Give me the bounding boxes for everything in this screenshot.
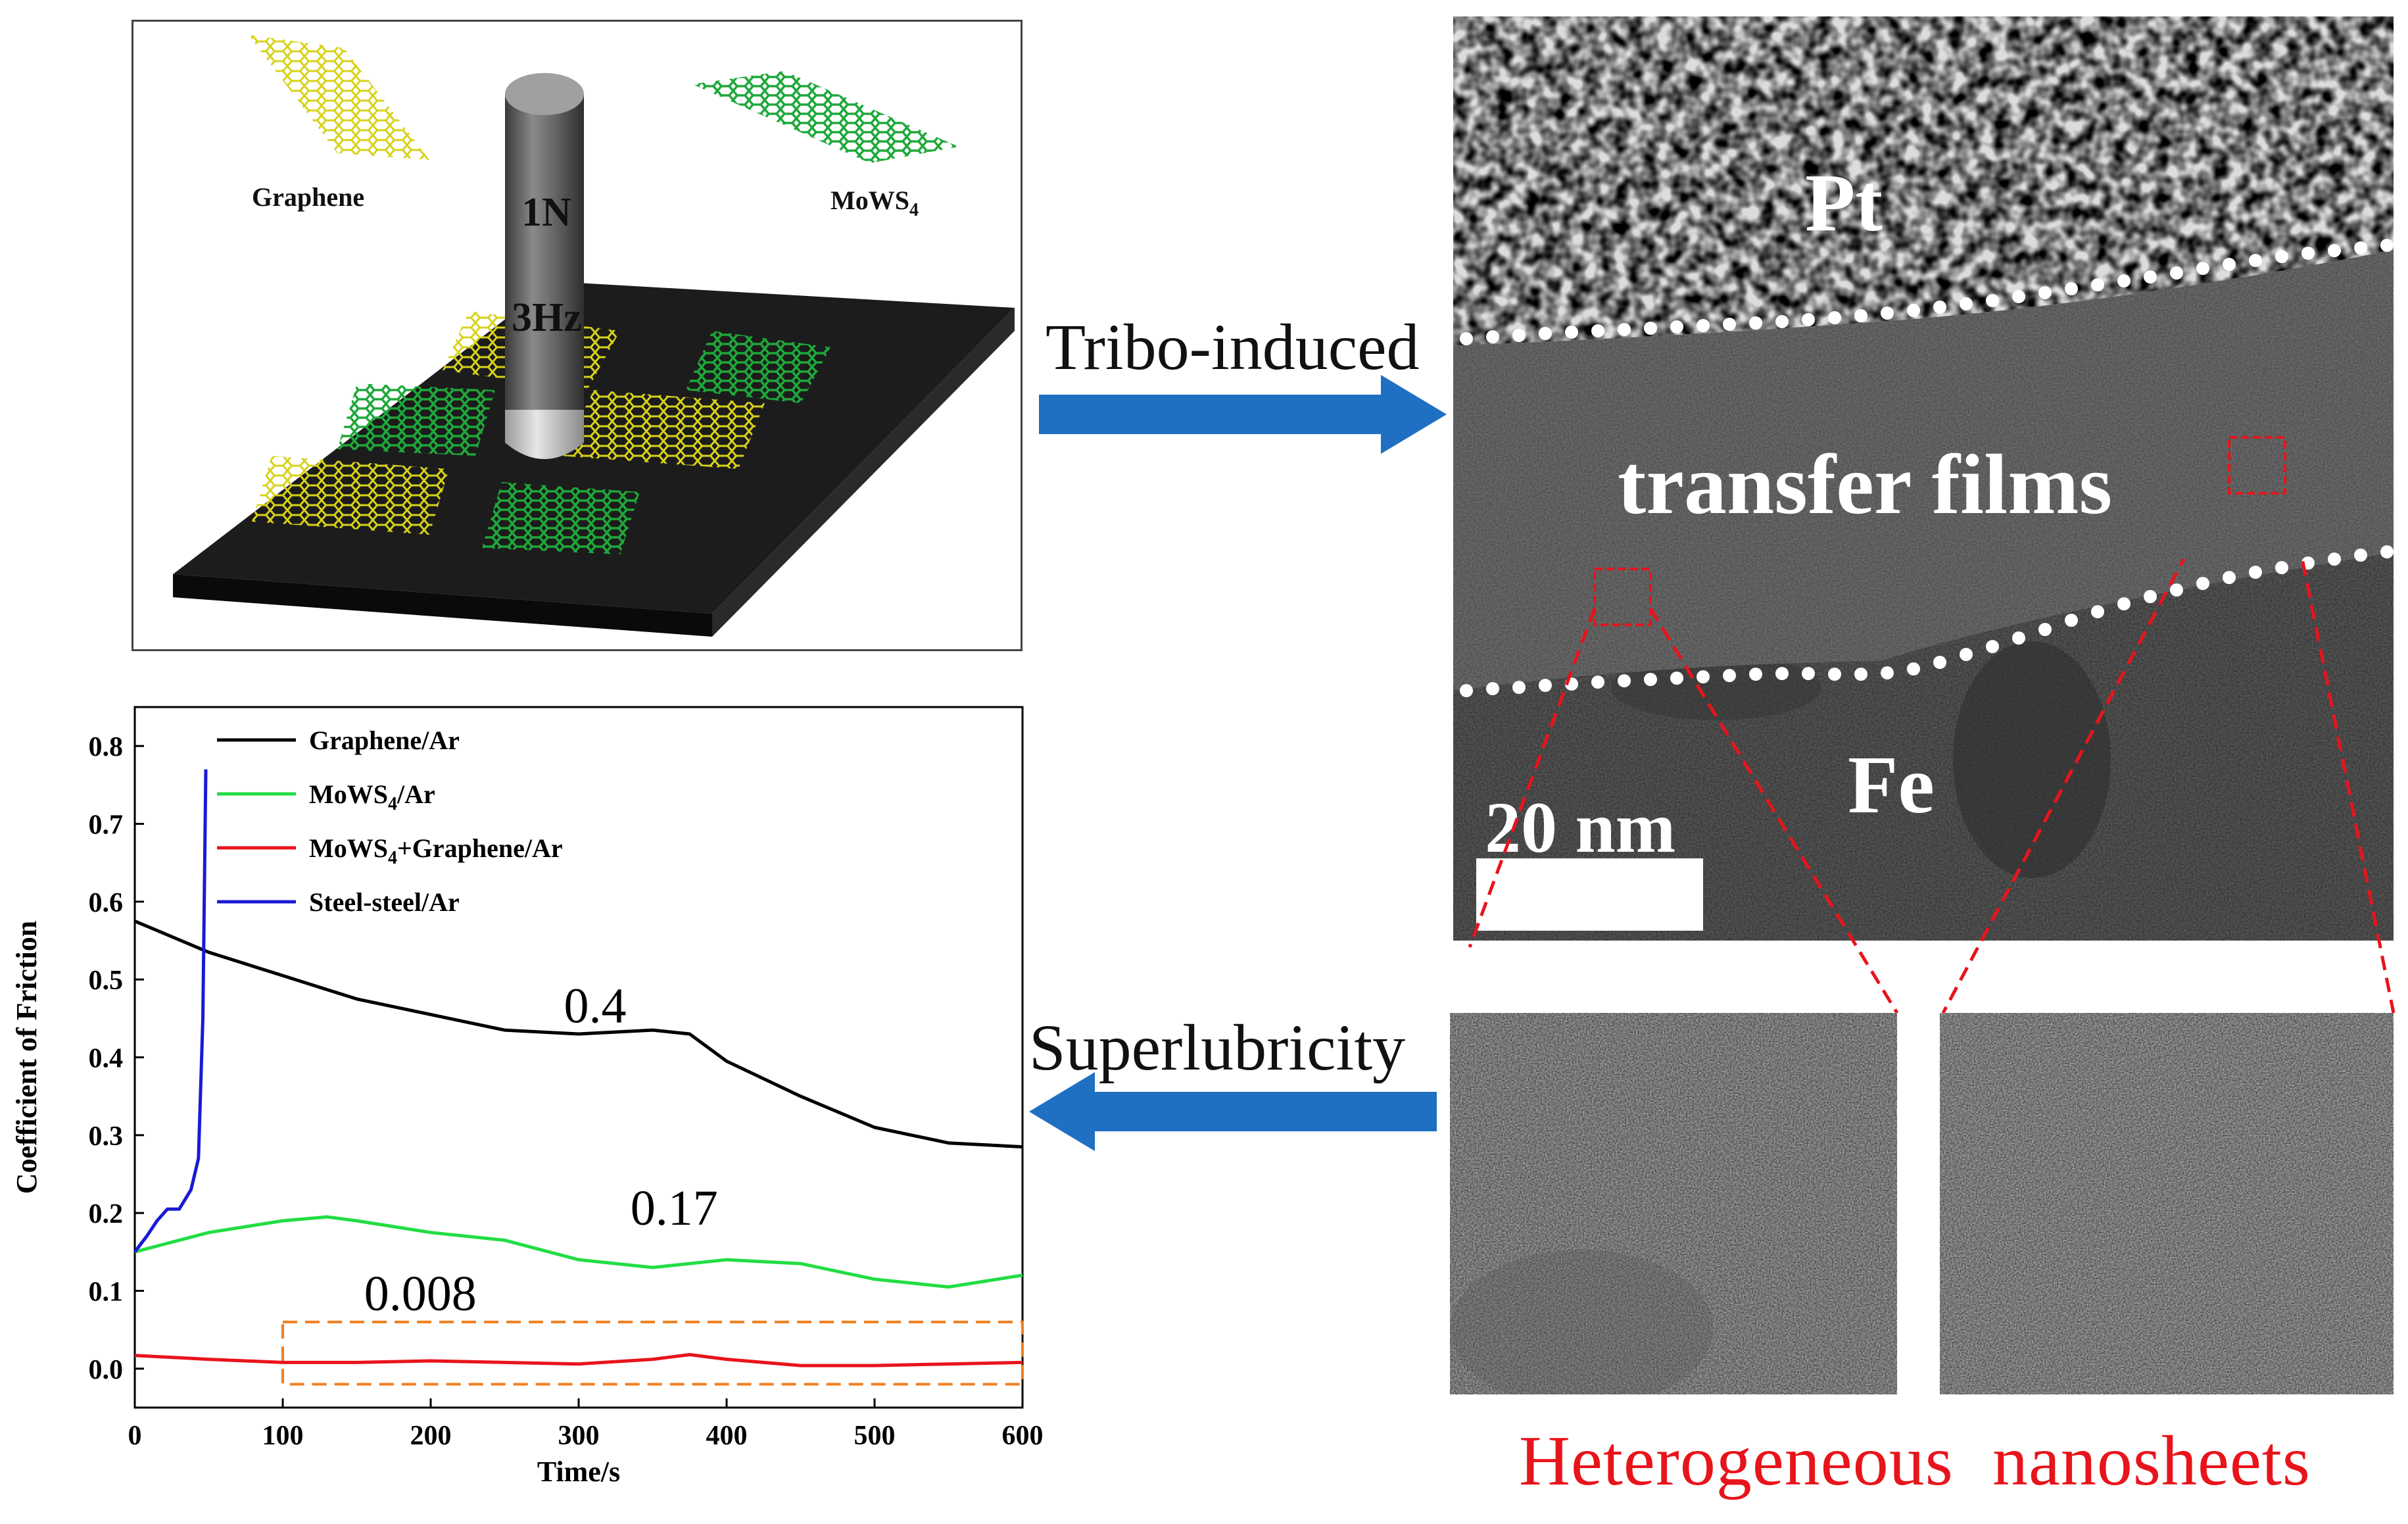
plot-frame (133, 706, 1024, 1409)
mows4-flake-right (686, 331, 831, 403)
y-tick-label: 0.4 (89, 1044, 124, 1074)
value-annotation: 0.008 (364, 1266, 477, 1321)
mows4-flake-bottom (482, 482, 640, 554)
nanosheets-caption: nanosheets (1992, 1422, 2311, 1500)
series-line-graphene-ar (134, 920, 1023, 1149)
series-layer (133, 769, 1023, 1367)
right-arrow-shape (1039, 375, 1447, 454)
right-arrow-icon (1039, 375, 1447, 454)
pin-on-disk-schematic: Graphene MoWS4 1N 3Hz (173, 35, 1015, 637)
fe-label: Fe (1848, 740, 1935, 831)
tem-micrograph: Pt transfer films Fe 20 nm (1453, 16, 2394, 941)
hrtem-inset-left (1450, 1013, 1897, 1394)
mows4-sheet-icon (692, 71, 959, 163)
series-line-steel-steel-ar (133, 769, 208, 1253)
annotation-layer: 0.4 0.17 0.008 (364, 978, 718, 1321)
zoom-connectors (1468, 559, 2396, 1014)
highlight-box (281, 1320, 1024, 1386)
x-tick-label: 0 (128, 1421, 142, 1451)
x-tick-label: 200 (410, 1421, 452, 1451)
transfer-films-label: transfer films (1618, 437, 2112, 532)
graphene-label: Graphene (252, 182, 364, 212)
scale-bar-label: 20 nm (1485, 787, 1675, 868)
graphene-flake-bottom (252, 456, 449, 535)
heterogeneous-caption: Heterogeneous (1519, 1422, 1954, 1500)
plot-area-border (133, 706, 1024, 1409)
schematic-panel: Graphene MoWS4 1N 3Hz (132, 20, 1023, 651)
tem-image: Pt transfer films Fe 20 nm (1453, 16, 2394, 941)
legend-label: Graphene/Ar (309, 725, 460, 755)
y-tick-label: 0.6 (89, 888, 124, 918)
y-tick-label: 0.7 (89, 810, 124, 841)
tribo-induced-label: Tribo-induced (1046, 310, 1420, 383)
ticks-layer: 0 100 200 300 400 500 600 0.0 0.1 0.2 0.3 0.4 0.5 0.6… (89, 732, 1044, 1451)
friction-chart: 0 100 200 300 400 500 600 0.0 0.1 0.2 0.3 0.4 0.5 0.6… (11, 706, 1044, 1488)
load-label: 1N (521, 190, 571, 235)
graphene-flake-center (561, 390, 765, 469)
y-tick-label: 0.3 (89, 1121, 124, 1152)
legend-label: Steel-steel/Ar (309, 887, 460, 917)
frequency-label: 3Hz (512, 295, 582, 340)
legend-label: MoWS4/Ar (309, 779, 435, 814)
counterface-pin (505, 73, 584, 459)
x-tick-label: 600 (1002, 1421, 1044, 1451)
value-annotation: 0.17 (631, 1181, 718, 1236)
legend-layer: Graphene/Ar MoWS4/Ar MoWS4+Graphene/Ar Stee… (217, 725, 563, 917)
pt-interface-dots (1460, 239, 2394, 345)
left-arrow-shape (1029, 1072, 1437, 1151)
value-annotation: 0.4 (564, 978, 627, 1033)
pt-label: Pt (1805, 158, 1883, 249)
hrtem-inset-right (1940, 1013, 2394, 1394)
y-tick-label: 0.5 (89, 966, 124, 996)
y-tick-label: 0.2 (89, 1199, 124, 1229)
x-axis-label: Time/s (537, 1456, 620, 1488)
x-tick-label: 400 (706, 1421, 748, 1451)
highlight-layer (281, 1320, 1024, 1386)
scale-bar (1476, 858, 1703, 931)
zoom-box-right (2228, 436, 2286, 495)
x-tick-label: 100 (262, 1421, 304, 1451)
y-tick-label: 0.0 (89, 1355, 124, 1385)
mows4-flake-left (337, 383, 495, 456)
y-axis-label: Coefficient of Friction (11, 921, 43, 1194)
y-tick-label: 0.8 (89, 732, 124, 762)
series-line-mows4-graphene-ar (134, 1353, 1023, 1367)
y-tick-label: 0.1 (89, 1277, 124, 1308)
superlubricity-label: Superlubricity (1029, 1011, 1406, 1084)
legend-label: MoWS4+Graphene/Ar (309, 833, 563, 868)
x-tick-label: 500 (854, 1421, 896, 1451)
x-tick-label: 300 (558, 1421, 600, 1451)
zoom-box-left (1593, 568, 1652, 626)
left-arrow-icon (1029, 1072, 1437, 1151)
fe-interface-dots (1460, 545, 2394, 697)
graphene-sheet-icon (249, 35, 429, 160)
mows4-label: MoWS4 (831, 185, 919, 220)
series-line-mows4-ar (134, 1215, 1023, 1289)
